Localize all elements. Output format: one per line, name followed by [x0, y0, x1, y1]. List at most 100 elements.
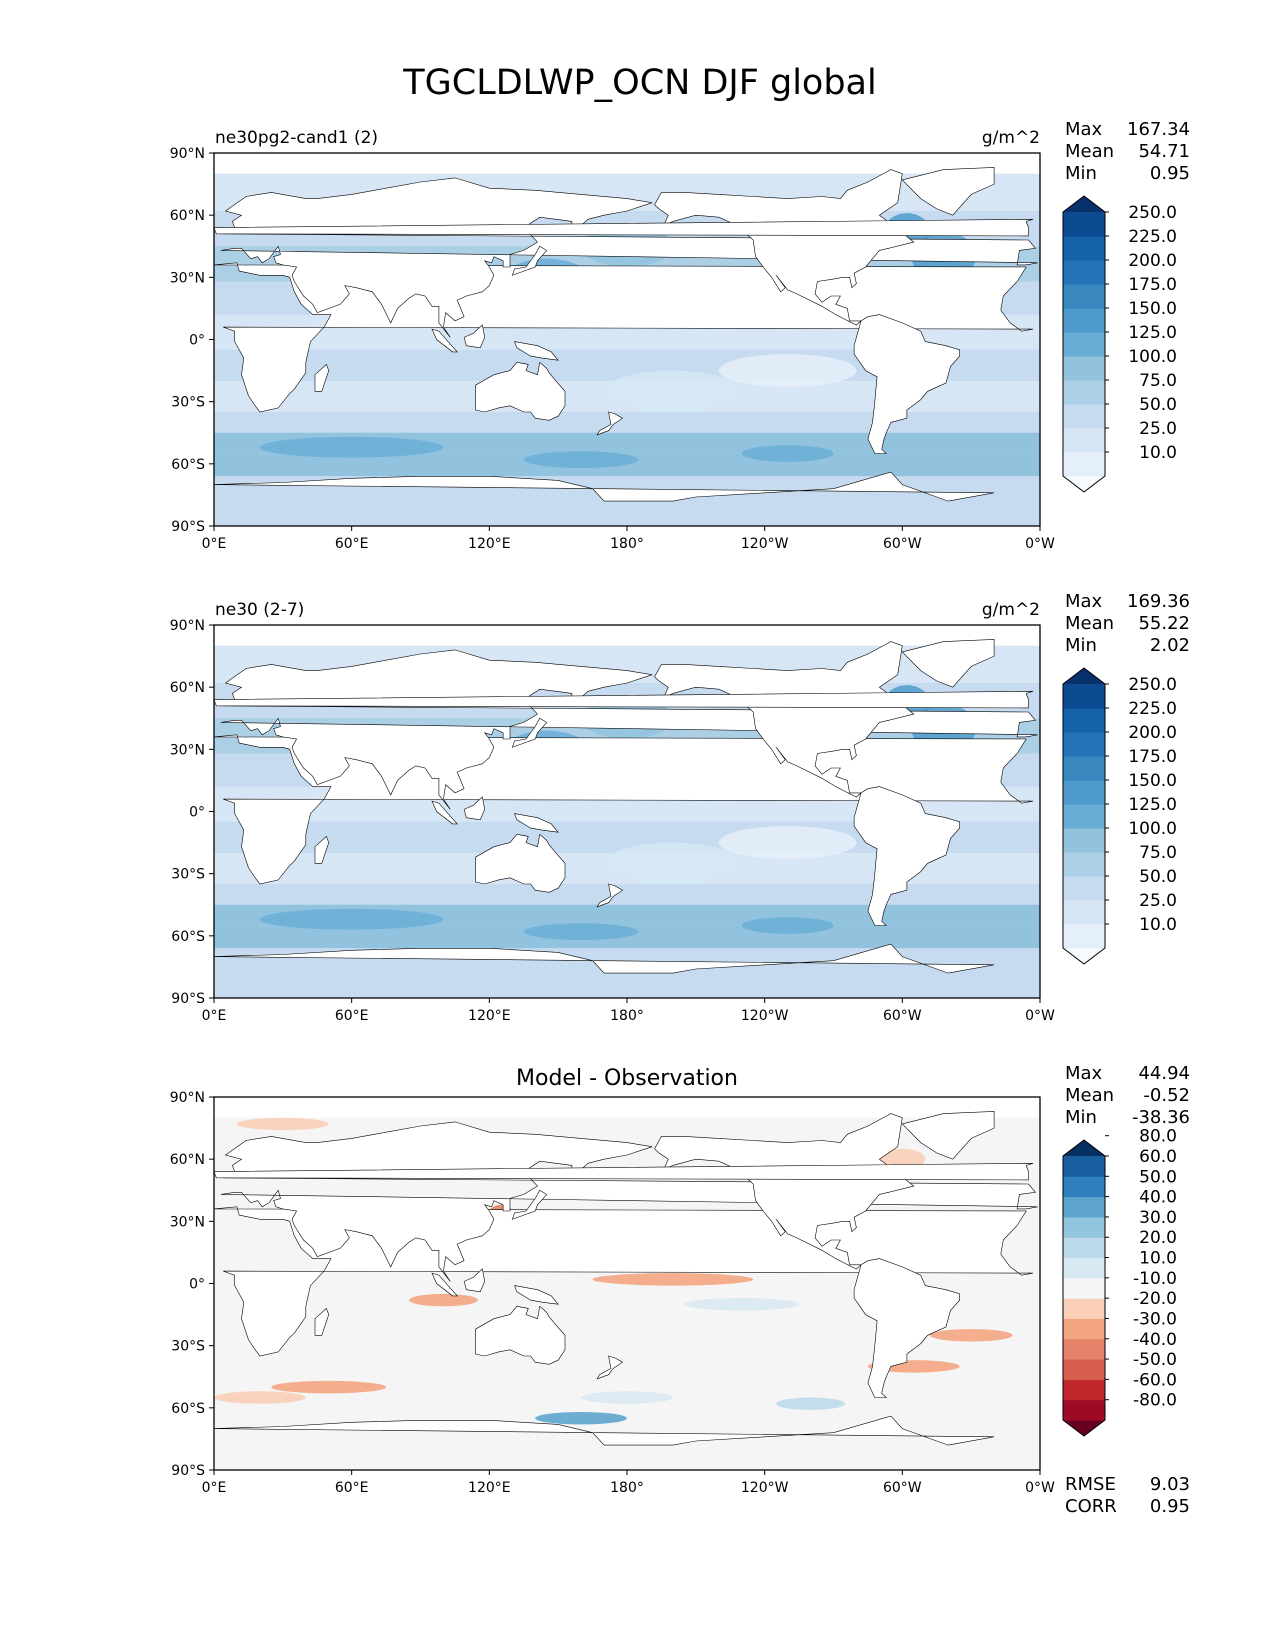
- colorbar: 10.0 25.0 50.0 75.0 100.0 125.0 150.0 175.0 200.…: [1062, 667, 1177, 965]
- coastline-australia: [475, 833, 566, 893]
- coastline-japan: [511, 717, 548, 748]
- x-tick-label: 120°E: [468, 1008, 511, 1024]
- coastline-eurasia: [220, 1121, 1038, 1282]
- colorbar-segment: [1063, 684, 1105, 709]
- colorbar-segment: [1063, 1318, 1105, 1340]
- colorbar-segment: [1063, 404, 1105, 429]
- coastline-borneo: [463, 1268, 486, 1293]
- coastline-north-america: [0, 170, 88, 325]
- colorbar-segment: [1063, 852, 1105, 877]
- diff-blob: [581, 1391, 673, 1404]
- y-tick-label: 30°N: [170, 742, 205, 758]
- coastline-sumatra: [1258, 1273, 1275, 1296]
- colorbar-tick-label: -80.0: [1133, 1391, 1177, 1411]
- y-tick-label: 60°S: [171, 457, 205, 473]
- colorbar-segment: [1063, 1359, 1105, 1380]
- colorbar-extend-min: [1063, 476, 1105, 492]
- colorbar-tick-label: 40.0: [1139, 1188, 1177, 1208]
- diff-blob: [214, 1391, 306, 1404]
- y-tick-label: 60°N: [170, 208, 205, 224]
- coastline-britain: [214, 219, 1034, 237]
- diff-blob: [271, 1380, 387, 1394]
- lwp-blob: [741, 445, 834, 462]
- x-tick-label: 60°W: [883, 536, 922, 552]
- coastline-antarctica: [214, 943, 995, 998]
- coastline-north-america: [0, 642, 88, 797]
- colorbar-segment: [1063, 1277, 1105, 1299]
- x-tick-label: 60°W: [883, 1008, 922, 1024]
- stat-label-rmse: RMSE: [1065, 1474, 1116, 1495]
- colorbar-segment: [1063, 804, 1105, 829]
- stat-value-max: 44.94: [1138, 1063, 1190, 1084]
- colorbar-tick-label: 10.0: [1139, 915, 1177, 935]
- coastline-japan: [511, 245, 548, 276]
- colorbar-tick-label: 100.0: [1128, 347, 1177, 367]
- colorbar-tick-label: 225.0: [1128, 227, 1177, 247]
- x-tick-label: 0°E: [202, 1008, 227, 1024]
- x-tick-label: 60°W: [883, 1480, 922, 1496]
- colorbar-tick-label: 20.0: [1139, 1228, 1177, 1248]
- lwp-blob: [741, 917, 834, 934]
- x-tick-label: 60°E: [335, 1008, 369, 1024]
- figure-title: TGCLDLWP_OCN DJF global: [402, 63, 876, 103]
- coastline-new-guinea: [514, 341, 559, 361]
- field-difference: [0, 1097, 1275, 1470]
- stat-value-corr: 0.95: [1150, 1496, 1190, 1517]
- colorbar-tick-label: 50.0: [1139, 867, 1177, 887]
- coastline-eurasia: [220, 177, 1038, 338]
- colorbar-tick-label: 125.0: [1128, 795, 1177, 815]
- lat-band: [214, 925, 1040, 949]
- coastline-greenland: [901, 1111, 995, 1160]
- colorbar-segment: [1063, 1196, 1105, 1218]
- x-tick-label: 60°E: [335, 536, 369, 552]
- diff-blob: [592, 1273, 754, 1286]
- colorbar-segment: [1063, 1237, 1105, 1259]
- colorbar-segment: [1063, 1298, 1105, 1319]
- x-tick-label: 180°: [610, 1480, 644, 1496]
- coastline-south-america: [853, 314, 960, 454]
- colorbar-tick-label: -40.0: [1133, 1330, 1177, 1350]
- no-data-mask: [214, 153, 1040, 174]
- coastline-south-america: [853, 1258, 960, 1398]
- y-tick-label: 60°S: [171, 929, 205, 945]
- stat-value-mean: 54.71: [1138, 141, 1190, 162]
- coastline-north-america: [0, 1114, 88, 1269]
- coastline-antarctica: [214, 471, 995, 526]
- lat-band: [214, 453, 1040, 477]
- coastline-eurasia: [0, 178, 212, 338]
- colorbar-tick-label: 30.0: [1139, 1208, 1177, 1228]
- field-reference: [0, 625, 1040, 998]
- coastline-britain: [214, 691, 1034, 709]
- colorbar-tick-label: 175.0: [1128, 275, 1177, 295]
- colorbar-extend-max: [1063, 196, 1105, 212]
- coastline-madagascar: [314, 363, 330, 392]
- colorbar-segment: [1063, 332, 1105, 357]
- colorbar-extend-max: [1063, 1140, 1105, 1156]
- coastline-south-america: [853, 786, 960, 926]
- y-tick-label: 0°: [189, 805, 205, 821]
- colorbar-tick-label: 10.0: [1139, 443, 1177, 463]
- y-tick-label: 60°N: [170, 1152, 205, 1168]
- colorbar-segment: [1063, 780, 1105, 805]
- x-tick-label: 120°W: [741, 1480, 789, 1496]
- lat-band: [214, 884, 1040, 905]
- colorbar-tick-label: 200.0: [1128, 723, 1177, 743]
- colorbar-tick-label: 60.0: [1139, 1147, 1177, 1167]
- coastline-borneo: [463, 796, 486, 821]
- y-tick-label: 30°N: [170, 1214, 205, 1230]
- colorbar-tick-label: 100.0: [1128, 819, 1177, 839]
- field-test: [0, 153, 1040, 526]
- stat-label-mean: Mean: [1065, 141, 1114, 162]
- colorbar: 10.0 25.0 50.0 75.0 100.0 125.0 150.0 175.0 200.…: [1062, 195, 1177, 493]
- colorbar-segment: [1063, 708, 1105, 733]
- coastline-new-zealand: [596, 411, 623, 436]
- x-tick-label: 180°: [610, 536, 644, 552]
- colorbar-segment: [1063, 756, 1105, 781]
- stat-value-rmse: 9.03: [1150, 1474, 1190, 1495]
- panel-title-left: ne30 (2-7): [215, 600, 304, 620]
- x-tick-label: 0°W: [1025, 1480, 1055, 1496]
- y-tick-label: 30°S: [171, 1339, 205, 1355]
- x-tick-label: 0°E: [202, 536, 227, 552]
- lwp-blob: [604, 842, 742, 885]
